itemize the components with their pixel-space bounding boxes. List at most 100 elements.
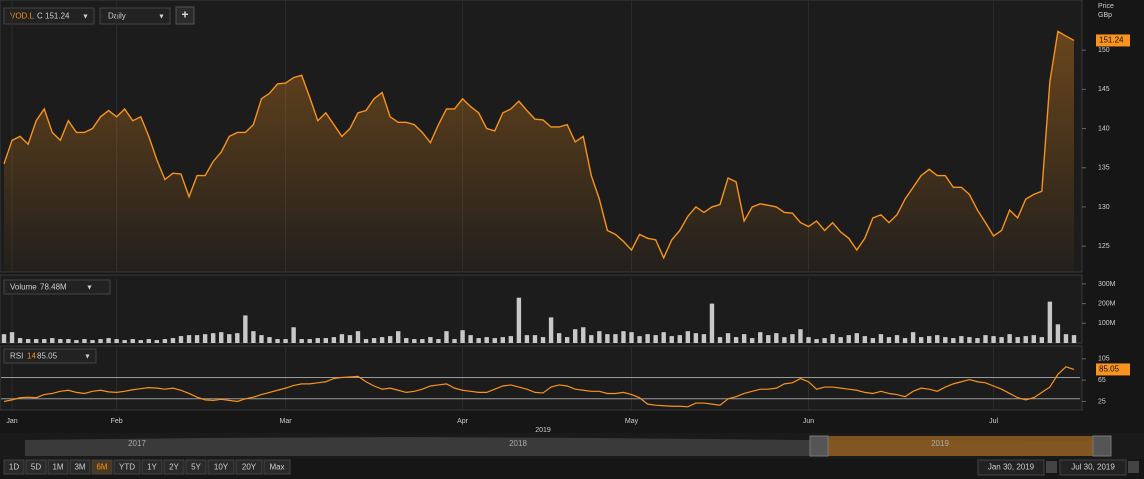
volume-bar [130, 339, 135, 343]
symbol-box[interactable] [3, 7, 95, 25]
volume-bar [186, 335, 192, 343]
date-to-box[interactable] [1059, 459, 1127, 476]
volume-bar [25, 339, 31, 343]
interval-box[interactable] [99, 7, 171, 25]
dropdown-arrow: ▼ [84, 353, 91, 360]
volume-bar [870, 338, 876, 343]
rsi-label-box [3, 348, 97, 364]
rsi-line [3, 366, 1075, 408]
volume-bar [806, 337, 811, 343]
price-line [3, 30, 1075, 260]
range-button[interactable] [25, 459, 47, 475]
calendar-icon[interactable] [1046, 461, 1057, 473]
volume-bar [1047, 301, 1053, 343]
volume-bar [758, 332, 763, 343]
volume-bar [500, 337, 505, 343]
add-icon: + [181, 8, 188, 22]
navigator-handle[interactable] [1092, 435, 1112, 457]
volume-bar [548, 317, 554, 343]
volume-bar [98, 339, 103, 343]
volume-bar [66, 339, 71, 343]
volume-bar [210, 333, 216, 343]
volume-bar [283, 339, 288, 343]
volume-bar [573, 329, 578, 343]
volume-bar [227, 334, 232, 343]
volume-bar [516, 297, 522, 343]
volume-bar [564, 337, 570, 343]
date-from-box[interactable] [977, 459, 1045, 476]
unit-label: GBp [1098, 12, 1112, 19]
range-button[interactable] [3, 459, 25, 475]
volume-bar [307, 339, 312, 343]
volume-bar [653, 335, 658, 343]
volume-bar [878, 334, 884, 343]
volume-bar [629, 332, 634, 343]
range-button[interactable] [185, 459, 207, 475]
volume-readout: 78.48M [40, 283, 67, 292]
volume-bar [902, 338, 908, 343]
volume-bar [146, 339, 152, 343]
range-button[interactable] [163, 459, 185, 475]
range-button[interactable] [263, 459, 291, 475]
volume-bar [259, 335, 264, 343]
volume-bar [733, 337, 739, 343]
x-tick-label: Jan [6, 418, 17, 425]
volume-bar [9, 332, 15, 343]
volume-bar [436, 339, 441, 343]
volume-bar [178, 336, 184, 343]
range-button[interactable] [47, 459, 69, 475]
volume-bar [90, 340, 95, 343]
range-button[interactable] [69, 459, 91, 475]
volume-bar [581, 327, 586, 343]
volume-bar [428, 337, 433, 343]
date-to: Jul 30, 2019 [1071, 463, 1115, 472]
rsi-panel [0, 345, 1083, 411]
range-label: 1Y [147, 463, 157, 472]
range-button[interactable] [235, 459, 263, 475]
volume-bar [613, 334, 618, 343]
range-button[interactable] [141, 459, 163, 475]
volume-bar [854, 333, 859, 343]
volume-bar [396, 331, 401, 343]
range-button[interactable] [113, 459, 141, 475]
volume-bar [202, 334, 208, 343]
calendar-icon[interactable] [1128, 461, 1139, 473]
range-label: 6M [96, 463, 107, 472]
volume-bar [709, 303, 715, 343]
volume-bar [774, 333, 779, 343]
volume-bar [894, 335, 900, 343]
y-tick-label: 145 [1098, 86, 1110, 93]
volume-bar [725, 333, 731, 343]
volume-bar [605, 334, 610, 343]
y-tick-label: 100M [1098, 320, 1116, 327]
volume-bar [106, 338, 111, 343]
volume-bar [846, 335, 851, 343]
volume-bar [339, 334, 345, 343]
volume-bar [476, 338, 481, 343]
range-button[interactable] [91, 459, 113, 475]
add-button[interactable] [175, 6, 195, 25]
volume-bar [749, 338, 755, 343]
volume-bar [1031, 335, 1036, 343]
navigator-year: 2017 [128, 439, 146, 448]
volume-bar [347, 335, 353, 343]
x-tick-label: Jul [989, 418, 998, 425]
volume-bar [1, 334, 7, 343]
volume-bar [886, 337, 892, 343]
volume-bar [669, 336, 674, 343]
volume-bar [532, 335, 538, 343]
volume-bar [315, 338, 320, 343]
x-tick-label: Jun [803, 418, 814, 425]
navigator-handle[interactable] [809, 435, 829, 457]
volume-bar [251, 331, 256, 343]
navigator-selection[interactable] [812, 436, 1102, 456]
volume-bar [910, 332, 916, 343]
volume-bar [621, 331, 626, 343]
volume-bar [444, 331, 449, 343]
x-tick-label: May [625, 418, 639, 425]
volume-bar [122, 340, 127, 343]
volume-bar [371, 338, 377, 343]
volume-bar [943, 337, 948, 343]
range-button[interactable] [207, 459, 235, 475]
volume-bar [138, 340, 143, 343]
